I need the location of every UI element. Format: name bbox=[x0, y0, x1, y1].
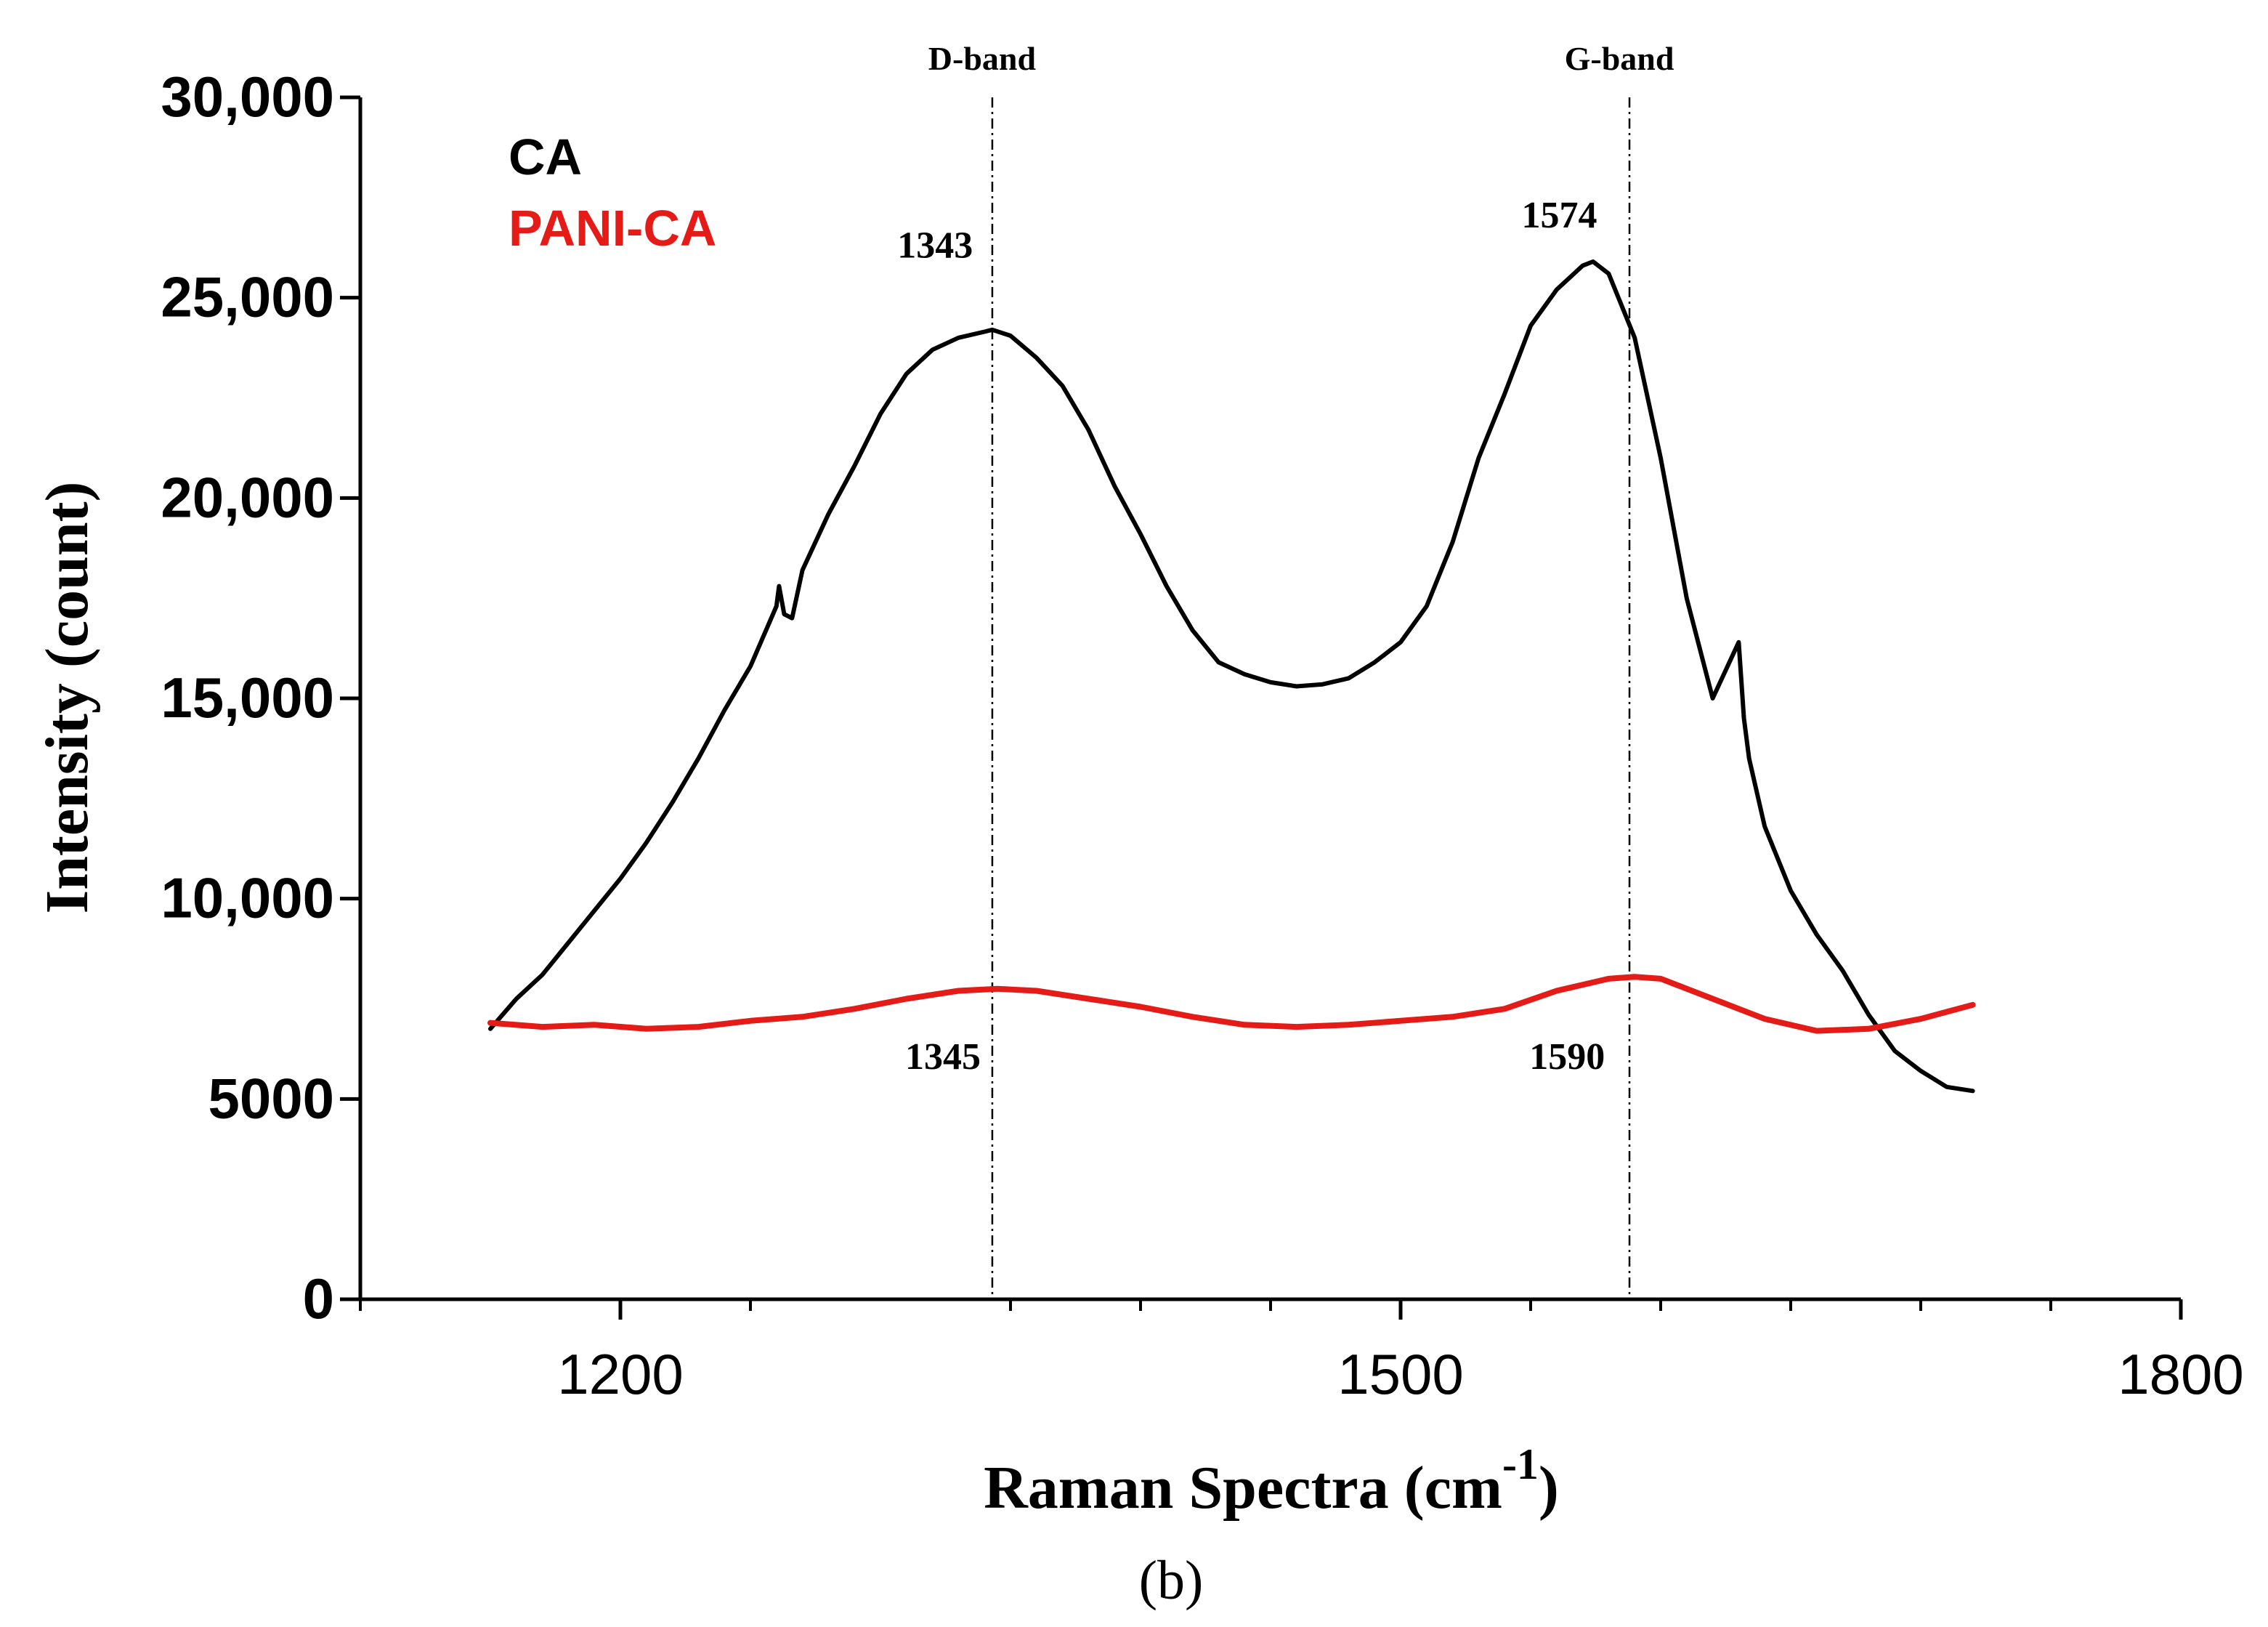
legend-entry-pani-ca: PANI-CA bbox=[509, 200, 716, 257]
peak-label-1343: 1343 bbox=[897, 225, 973, 267]
y-axis-title: Intensity (count) bbox=[33, 481, 101, 913]
y-axis-ticks: 0 5000 10,000 15,000 20,000 25,000 30,000 bbox=[161, 65, 360, 1331]
x-axis-title-suffix: ) bbox=[1539, 1454, 1559, 1522]
y-tick-label-5000: 5000 bbox=[208, 1066, 334, 1130]
y-tick-label-30000: 30,000 bbox=[161, 65, 334, 129]
y-tick-label-15000: 15,000 bbox=[161, 666, 334, 730]
series-line-pani-ca bbox=[487, 974, 1976, 1034]
x-tick-label-1200: 1200 bbox=[557, 1342, 684, 1406]
y-tick-label-25000: 25,000 bbox=[161, 265, 334, 329]
figure-caption: (b) bbox=[1139, 1550, 1204, 1611]
x-axis-title: Raman Spectra (cm-1) bbox=[984, 1440, 1559, 1522]
ref-label-g-band: G-band bbox=[1565, 40, 1674, 77]
y-tick-label-10000: 10,000 bbox=[161, 866, 334, 930]
y-tick-label-0: 0 bbox=[303, 1267, 334, 1331]
x-axis-title-main: Raman Spectra (cm bbox=[984, 1454, 1502, 1522]
peak-label-1574: 1574 bbox=[1522, 195, 1597, 236]
x-tick-label-1500: 1500 bbox=[1337, 1342, 1464, 1406]
series-line-ca bbox=[488, 259, 1975, 1094]
legend-entry-ca: CA bbox=[509, 129, 582, 185]
x-tick-label-1800: 1800 bbox=[2118, 1342, 2244, 1406]
series-lines bbox=[487, 259, 1976, 1094]
ref-label-d-band: D-band bbox=[928, 40, 1037, 77]
peak-label-1345: 1345 bbox=[905, 1036, 981, 1078]
x-axis-ticks: 1200 1500 1800 bbox=[359, 1299, 2244, 1406]
peak-annotations: 1343 1574 1345 1590 bbox=[897, 195, 1605, 1078]
peak-label-1590: 1590 bbox=[1529, 1036, 1605, 1078]
reference-lines: D-band G-band bbox=[928, 40, 1674, 1299]
x-axis-title-superscript: -1 bbox=[1502, 1440, 1539, 1488]
y-tick-label-20000: 20,000 bbox=[161, 465, 334, 529]
